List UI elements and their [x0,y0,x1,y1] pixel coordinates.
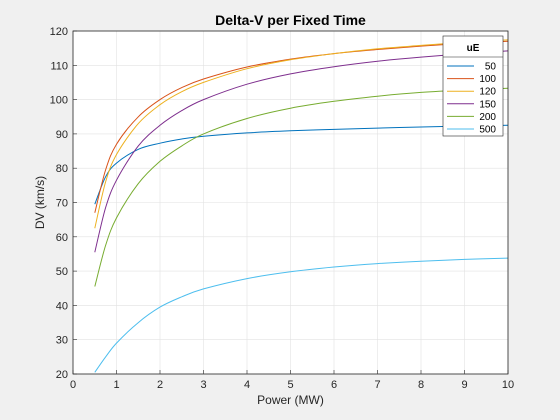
chart-title: Delta-V per Fixed Time [215,12,366,28]
legend-entry-500: 500 [479,125,496,136]
plot-frame [72,30,509,375]
y-tick-label: 50 [56,266,68,278]
legend-entry-100: 100 [479,74,496,85]
legend-title: uE [467,43,480,54]
x-tick-labels: 0 1 2 3 4 5 6 7 8 9 10 [70,379,514,391]
x-tick-label: 5 [287,379,293,391]
series-line-150 [94,50,509,253]
y-tick-label: 40 [56,300,68,312]
x-tick-label: 3 [200,379,206,391]
x-tick-label: 6 [331,379,337,391]
y-tick-label: 90 [56,129,68,141]
x-tick-label: 8 [418,379,424,391]
y-tick-label: 30 [56,335,68,347]
series-line-50 [94,124,509,205]
y-tick-label: 80 [56,163,68,175]
y-tick-labels: 20 30 40 50 60 70 80 90 100 110 120 [50,26,68,381]
y-tick-label: 120 [50,26,68,38]
series-line-200 [94,87,509,287]
legend-entry-150: 150 [479,99,496,110]
x-tick-label: 7 [374,379,380,391]
legend-box [442,35,504,137]
legend-entry-50: 50 [485,62,497,73]
y-tick-label: 60 [56,232,68,244]
series-line-120 [94,39,509,229]
x-tick-label: 1 [113,379,119,391]
series-line-100 [94,40,509,213]
grid [72,30,509,375]
y-tick-label: 70 [56,198,68,210]
x-tick-label: 9 [461,379,467,391]
legend-entry-120: 120 [479,87,496,98]
x-tick-label: 10 [502,379,514,391]
legend-entry-200: 200 [479,112,496,123]
y-tick-label: 110 [50,60,68,72]
x-tick-label: 0 [70,379,76,391]
y-tick-label: 100 [50,95,68,107]
series-line-500 [94,257,509,373]
series-lines [94,39,509,373]
x-tick-label: 2 [157,379,163,391]
y-tick-label: 20 [56,369,68,381]
x-axis-label: Power (MW) [257,393,324,407]
y-axis-label: DV (km/s) [33,176,47,229]
x-tick-label: 4 [244,379,250,391]
